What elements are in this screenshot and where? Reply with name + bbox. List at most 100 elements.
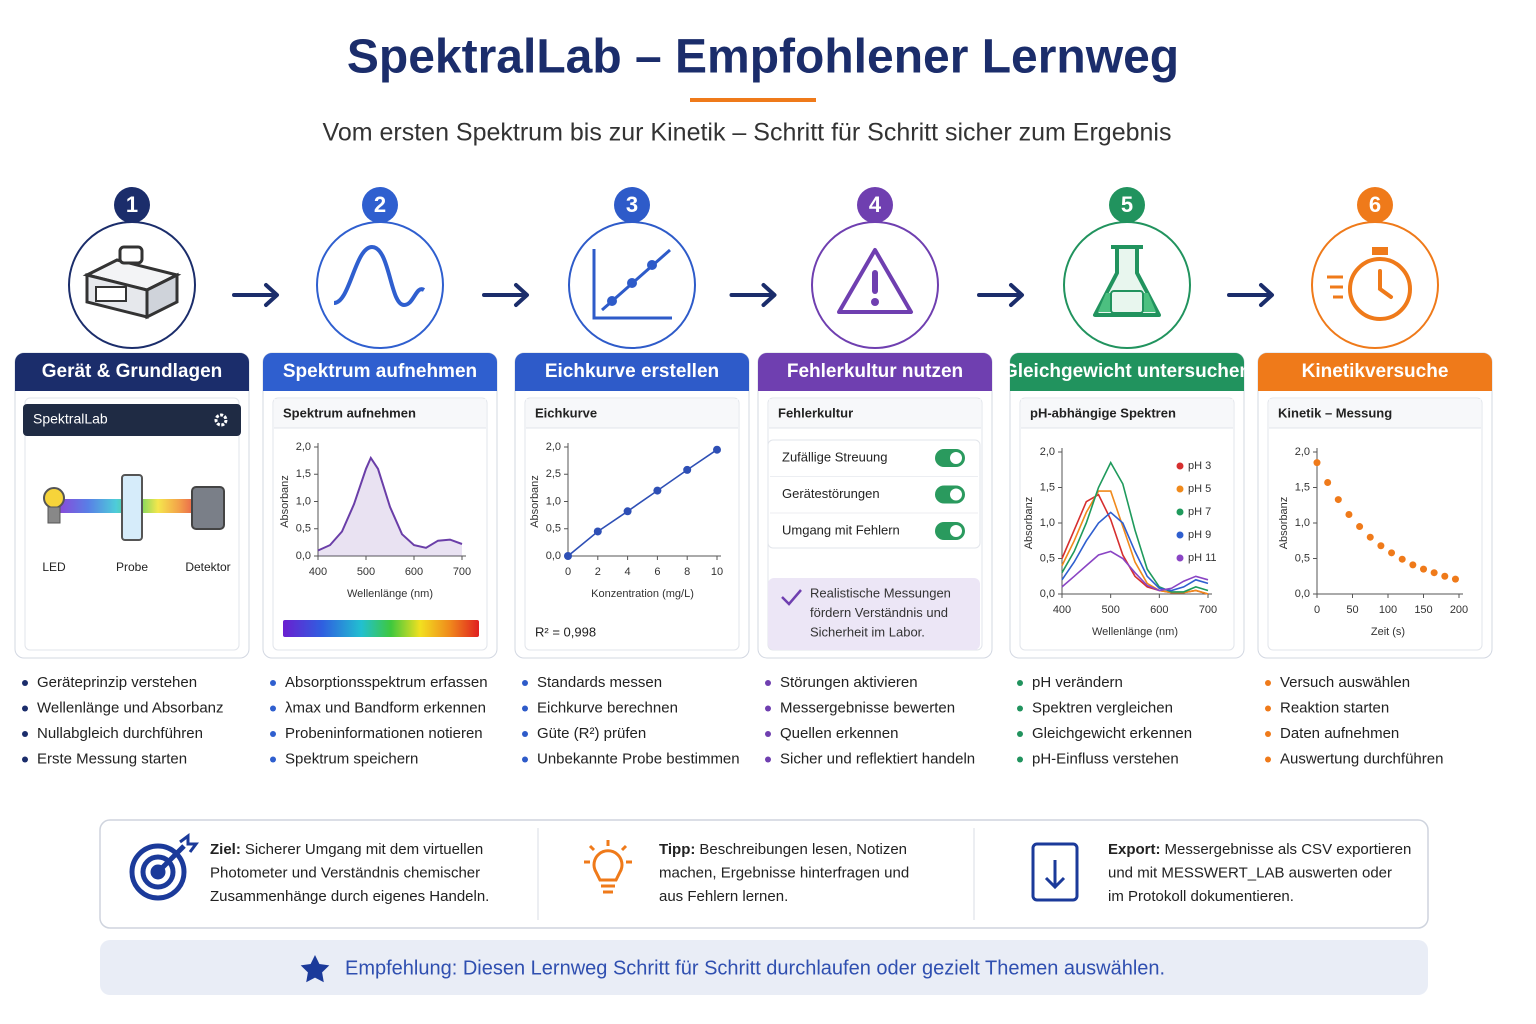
warning-icon [871, 298, 879, 306]
bullet-dot [765, 680, 771, 686]
point [1451, 575, 1459, 583]
y-tick-label: 0,0 [296, 550, 311, 562]
note-text: Realistische Messungen [810, 585, 951, 600]
y-tick-label: 2,0 [1295, 446, 1310, 458]
x-tick-label: 6 [654, 566, 660, 578]
bullet-dot [522, 705, 528, 712]
y-axis-label: Absorbanz [1023, 497, 1035, 550]
step-badge [1357, 187, 1393, 223]
bullet-dot [522, 731, 528, 737]
bullet-dot [765, 731, 771, 737]
info-box [99, 819, 1429, 929]
point [1324, 479, 1332, 487]
subtitle: Vom ersten Spektrum bis zur Kinetik – Sc… [323, 119, 1172, 147]
step-badge [614, 187, 650, 223]
point [1420, 565, 1427, 573]
step-badge [114, 187, 150, 223]
info-line: und mit MESSWERT_LAB auswerten oder [1108, 864, 1392, 881]
bullet-text: Probeninformationen notieren [285, 725, 483, 742]
toggle-knob [950, 488, 962, 501]
x-tick-label: 4 [625, 566, 631, 578]
series-line [567, 449, 718, 557]
step-number: 2 [374, 192, 386, 217]
arrow [1227, 283, 1274, 307]
point [1334, 496, 1342, 504]
axes-icon [592, 249, 672, 320]
panel [1019, 397, 1235, 651]
x-tick-label: 100 [1379, 604, 1397, 616]
bullet-dot [1265, 680, 1271, 686]
point [593, 527, 602, 536]
series-line [317, 455, 463, 552]
x-axis-label: Zeit (s) [1371, 626, 1405, 638]
x-tick-label: 10 [711, 566, 723, 578]
y-axis-label: Absorbanz [1278, 497, 1290, 550]
point [1388, 549, 1396, 557]
x-tick-label: 0 [565, 566, 571, 578]
y-tick-label: 1,5 [296, 468, 311, 480]
bullet-text: Spektrum speichern [285, 750, 418, 767]
bullet-text: Gleichgewicht erkennen [1032, 725, 1192, 742]
card-title: Spektrum aufnehmen [283, 361, 477, 382]
info-line: im Protokoll dokumentieren. [1108, 888, 1294, 905]
info-line: Tipp: Beschreibungen lesen, Notizen [659, 841, 907, 858]
panel-head [769, 399, 981, 428]
note-text: fördern Verständnis und [810, 605, 948, 620]
y-tick-label: 1,5 [1295, 481, 1310, 493]
bullet-dot [270, 680, 276, 686]
arrow [729, 283, 777, 307]
step-badge [857, 187, 893, 223]
info-text: Messergebnisse als CSV exportieren [1165, 841, 1412, 858]
card-header [15, 353, 249, 391]
settings-icon [214, 413, 228, 427]
info-line: Photometer und Verständnis chemischer [210, 864, 480, 881]
y-tick-label: 0,5 [1040, 552, 1055, 564]
toggle-label: Gerätestörungen [782, 486, 880, 501]
bullet-dot [1265, 756, 1271, 763]
component-label: Detektor [185, 560, 230, 574]
arrow [977, 283, 1024, 307]
info-line: Zusammenhänge durch eigenes Handeln. [210, 888, 489, 905]
arrow [482, 283, 529, 307]
bullet-text: pH verändern [1032, 674, 1123, 691]
app-bar [23, 404, 241, 436]
star-icon [300, 955, 330, 983]
target-icon [129, 833, 199, 901]
legend-label: pH 5 [1188, 483, 1211, 495]
y-tick-label: 0,5 [296, 523, 311, 535]
toggle-label: Umgang mit Fehlern [782, 522, 900, 537]
panel [1267, 397, 1483, 651]
recommendation: Empfehlung: Diesen Lernweg Schritt für S… [345, 957, 1165, 979]
card-title: Gleichgewicht untersuchen [1003, 361, 1251, 382]
bullet-dot [522, 680, 528, 686]
bullet-text: Nullabgleich durchführen [37, 725, 203, 742]
panel [272, 397, 488, 651]
x-tick-label: 500 [357, 566, 375, 578]
icon-circle [316, 221, 444, 349]
fit-quality: R² = 0,998 [535, 624, 596, 639]
detector [191, 486, 225, 530]
x-tick-label: 700 [1199, 604, 1217, 616]
step-number: 6 [1369, 192, 1381, 217]
bullet-text: Unbekannte Probe bestimmen [537, 750, 740, 767]
y-tick-label: 0,0 [1040, 588, 1055, 600]
x-axis-label: Wellenlänge (nm) [347, 588, 433, 600]
x-tick-label: 700 [453, 566, 471, 578]
panel-title: Fehlerkultur [778, 405, 853, 420]
bullet-text: Versuch auswählen [1280, 674, 1410, 691]
bullet-dot [22, 705, 28, 712]
warning-icon [872, 270, 878, 294]
bullet-text: Eichkurve berechnen [537, 699, 678, 716]
bullet-dot [1017, 756, 1023, 763]
y-tick-label: 1,5 [1040, 481, 1055, 493]
y-tick-label: 2,0 [1040, 446, 1055, 458]
y-tick-label: 1,0 [296, 495, 311, 507]
info-label: Export: [1108, 841, 1161, 858]
bullet-dot [1017, 680, 1023, 686]
card-header [263, 353, 497, 391]
legend-label: pH 11 [1188, 552, 1217, 564]
legend-swatch [1176, 462, 1184, 470]
y-tick-label: 2,0 [546, 441, 561, 453]
card-title: Gerät & Grundlagen [42, 361, 223, 382]
panel-head [526, 399, 738, 428]
